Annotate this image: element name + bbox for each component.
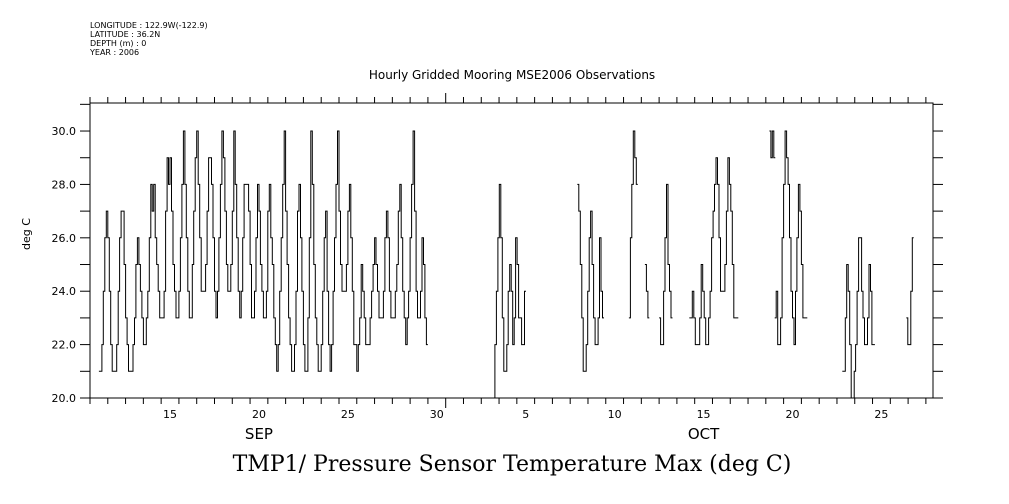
series-line-tmp1 (491, 183, 526, 399)
series-line-tmp1 (906, 237, 914, 346)
x-tick-label: 30 (430, 408, 444, 421)
chart-title: Hourly Gridded Mooring MSE2006 Observati… (368, 68, 656, 82)
depth-text: DEPTH (m) : 0 (90, 39, 147, 48)
year-text: YEAR : 2006 (90, 48, 140, 57)
latitude-text: LATITUDE : 36.2N (90, 30, 161, 39)
series-line-tmp1 (577, 183, 604, 372)
x-tick-label: 20 (252, 408, 266, 421)
month-label: SEP (245, 425, 273, 443)
series-group (98, 130, 914, 399)
series-line-tmp1 (689, 157, 739, 346)
series-line-tmp1 (98, 130, 428, 372)
y-tick-label: 20.0 (52, 392, 77, 405)
series-line-tmp1 (659, 183, 673, 346)
series-line-tmp1 (769, 130, 776, 159)
series-line-tmp1 (842, 237, 875, 399)
series-line-tmp1 (644, 264, 650, 319)
month-label: OCT (688, 425, 720, 443)
x-tick-label: 15 (163, 408, 177, 421)
x-tick-label: 20 (786, 408, 800, 421)
plot-frame (89, 102, 934, 399)
x-tick-label: 10 (608, 408, 622, 421)
y-tick-label: 24.0 (52, 285, 77, 298)
y-tick-label: 30.0 (52, 125, 77, 138)
x-tick-label: 25 (874, 408, 888, 421)
y-tick-label: 22.0 (52, 339, 77, 352)
y-tick-label: 28.0 (52, 178, 77, 191)
axis-ticks (80, 93, 943, 408)
x-tick-label: 25 (341, 408, 355, 421)
series-line-tmp1 (774, 130, 808, 346)
series-line-tmp1 (628, 130, 638, 319)
station-metadata: LONGITUDE : 122.9W(-122.9) LATITUDE : 36… (90, 21, 208, 57)
x-tick-label: 5 (522, 408, 529, 421)
x-tick-label: 15 (697, 408, 711, 421)
y-tick-label: 26.0 (52, 232, 77, 245)
longitude-text: LONGITUDE : 122.9W(-122.9) (90, 21, 208, 30)
axis-labels: 20.0 22.0 24.0 26.0 28.0 30.0 15 20 25 30 5 10 15 20 2… (52, 125, 889, 443)
variable-title: TMP1/ Pressure Sensor Temperature Max (d… (232, 452, 792, 477)
